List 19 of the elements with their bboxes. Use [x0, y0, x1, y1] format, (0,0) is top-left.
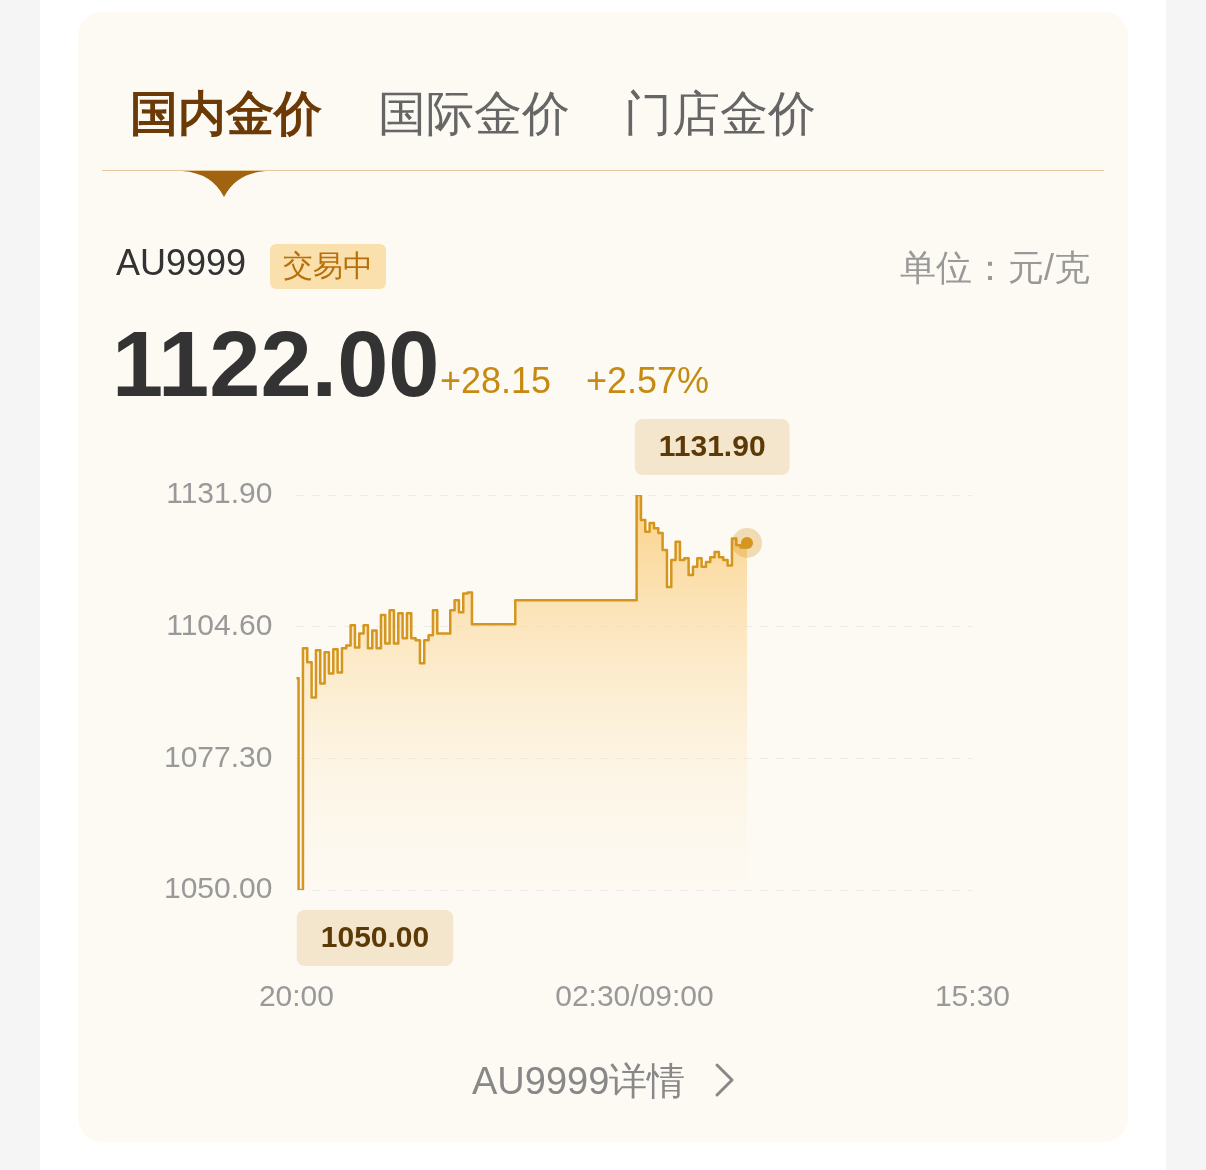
text: +2.57% — [586, 360, 710, 402]
text: 1131.90 — [658, 429, 766, 463]
text: 1122.00 — [112, 312, 440, 417]
text: 国内金价 — [130, 86, 322, 142]
text: 1050.00 — [320, 920, 430, 954]
text: 门店金价 — [624, 86, 816, 142]
chart-title: AU9999 — [116, 242, 247, 284]
x-tick-label: 20:00 — [258, 979, 334, 1013]
y-tick-label: 1077.30 — [163, 739, 273, 773]
text: 国际金价 — [378, 86, 570, 142]
y-tick-label: 1050.00 — [163, 871, 273, 905]
text: +28.15 — [440, 360, 552, 402]
text: AU9999详情 — [472, 1059, 686, 1104]
y-tick-label: 1104.60 — [166, 607, 273, 641]
text: 单位：元/克 — [899, 246, 1090, 290]
x-tick-label: 15:30 — [934, 979, 1010, 1013]
y-tick-label: 1131.90 — [166, 476, 273, 510]
x-tick-label: 02:30/09:00 — [555, 979, 714, 1013]
text: 交易中 — [270, 244, 386, 289]
